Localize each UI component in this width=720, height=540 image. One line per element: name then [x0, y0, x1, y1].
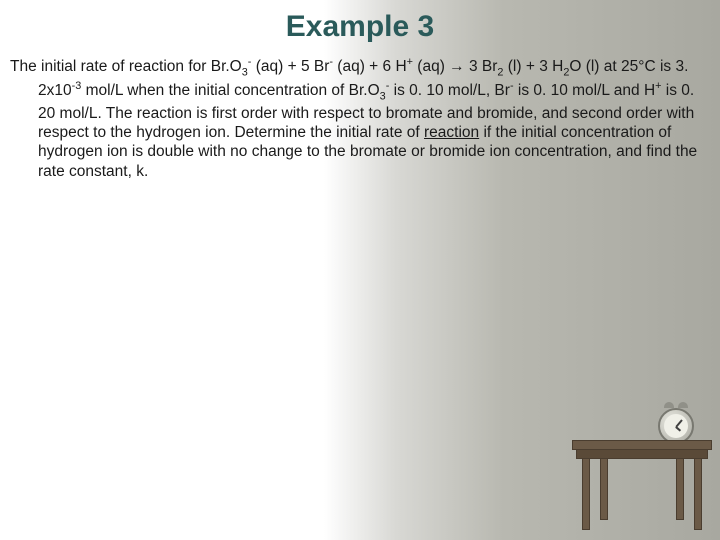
problem-paragraph: The initial rate of reaction for Br.O3- …	[28, 44, 720, 181]
page-title: Example 3	[0, 0, 720, 44]
alarm-clock-icon	[658, 408, 694, 444]
table-illustration	[572, 412, 712, 532]
